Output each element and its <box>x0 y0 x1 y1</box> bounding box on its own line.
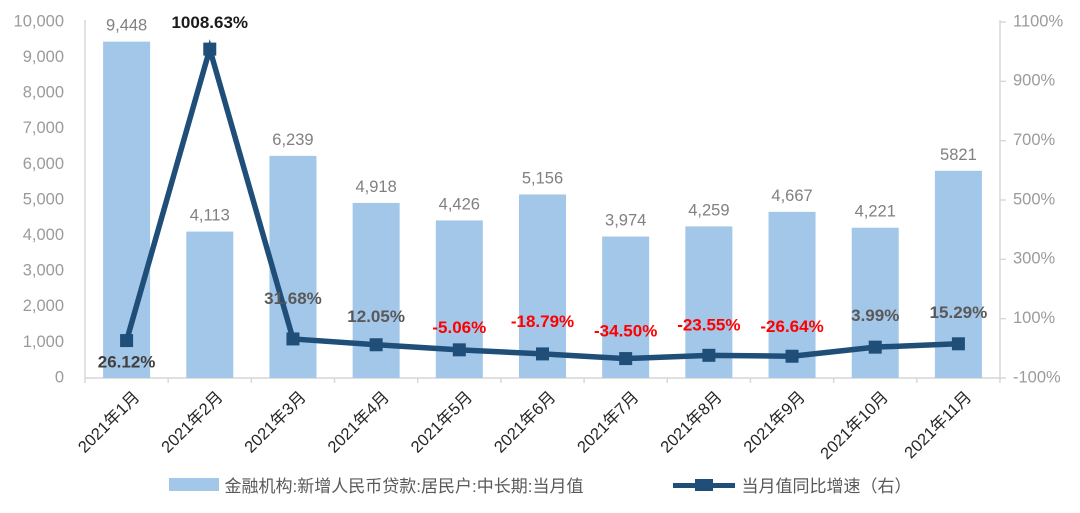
left-axis-tick-label: 0 <box>55 368 64 386</box>
bar <box>352 202 400 378</box>
right-axis-tick-label: 500% <box>1013 190 1056 208</box>
right-axis-tick-label: 900% <box>1013 72 1056 90</box>
legend-label-line: 当月值同比增速（右） <box>741 477 912 496</box>
bar-series-swatch <box>168 478 219 491</box>
legend-item-bar: 金融机构:新增人民币贷款:居民户:中长期:当月值 <box>168 472 584 497</box>
line-marker <box>536 347 549 361</box>
line-marker <box>951 337 965 351</box>
line-swatch-marker <box>695 478 714 491</box>
line-marker <box>120 334 134 348</box>
line-marker <box>369 338 383 352</box>
bar-value-label: 4,426 <box>439 195 480 213</box>
pct-label: 26.12% <box>98 353 156 372</box>
bar-value-label: 4,918 <box>355 178 396 196</box>
combo-chart-svg: 0 1,000 2,000 3,000 4,000 5,000 6,000 7,000 8,00… <box>14 12 1064 463</box>
left-axis-tick-label: 6,000 <box>23 155 64 173</box>
line-marker <box>702 348 716 362</box>
pct-label: 31.68% <box>264 289 322 308</box>
pct-label: -34.50% <box>594 322 657 341</box>
x-axis-label: 2021年4月 <box>324 387 393 456</box>
pct-label: -5.06% <box>432 318 486 337</box>
legend: 金融机构:新增人民币贷款:居民户:中长期:当月值 当月值同比增速（右） <box>0 472 1080 497</box>
line-marker <box>286 332 300 346</box>
left-axis-tick-label: 5,000 <box>23 190 64 208</box>
x-axis-label: 2021年11月 <box>900 387 975 462</box>
x-axis-label: 2021年7月 <box>573 387 642 456</box>
bar-value-label: 5,156 <box>522 169 563 187</box>
x-axis-label: 2021年6月 <box>490 387 559 456</box>
line-marker <box>203 42 217 56</box>
right-axis-tick-label: 1100% <box>1013 12 1063 30</box>
right-axis-tick-label: 300% <box>1013 250 1056 268</box>
bar-value-label: 5821 <box>940 146 977 164</box>
legend-label-bar: 金融机构:新增人民币贷款:居民户:中长期:当月值 <box>224 477 584 496</box>
pct-label: -23.55% <box>677 315 740 334</box>
x-axis-label: 2021年10月 <box>816 387 892 463</box>
left-axis-tick-label: 9,000 <box>23 48 64 66</box>
bar-value-label: 4,667 <box>771 187 812 205</box>
left-axis-tick-label: 3,000 <box>23 262 64 280</box>
left-axis-tick-label: 1,000 <box>23 333 64 351</box>
pct-label: -18.79% <box>511 312 574 331</box>
line-marker <box>868 340 882 354</box>
line-marker <box>452 343 466 357</box>
left-axis-tick-label: 10,000 <box>14 12 64 30</box>
bar-value-label: 4,221 <box>855 203 896 221</box>
line-marker <box>785 349 799 363</box>
x-axis-label: 2021年3月 <box>241 387 310 456</box>
left-axis-tick-label: 4,000 <box>23 226 64 244</box>
x-axis-label: 2021年2月 <box>157 387 226 456</box>
bar-value-label: 4,113 <box>190 207 230 225</box>
pct-label: 12.05% <box>347 307 405 326</box>
bar-value-label: 6,239 <box>272 131 313 149</box>
bar-value-label: 3,974 <box>605 212 646 230</box>
bar <box>186 231 234 378</box>
bar <box>103 41 151 379</box>
bar-value-label: 4,259 <box>688 201 729 219</box>
legend-item-line: 当月值同比增速（右） <box>673 472 911 497</box>
left-axis-tick-label: 7,000 <box>23 119 64 137</box>
pct-label: 15.29% <box>930 303 988 322</box>
x-axis-label: 2021年9月 <box>740 387 809 456</box>
right-axis-tick-label: 700% <box>1013 131 1056 149</box>
x-axis-label: 2021年8月 <box>656 387 725 456</box>
left-axis-tick-label: 2,000 <box>23 297 64 315</box>
x-axis-label: 2021年1月 <box>74 387 143 456</box>
right-axis-tick-label: -100% <box>1013 368 1061 386</box>
x-axis-label: 2021年5月 <box>407 387 476 456</box>
line-marker <box>619 352 633 366</box>
pct-label: 3.99% <box>851 306 899 325</box>
right-axis-tick-label: 100% <box>1013 309 1056 327</box>
pct-label: 1008.63% <box>171 13 248 32</box>
left-axis-tick-label: 8,000 <box>23 84 64 102</box>
bar-value-label: 9,448 <box>106 17 147 35</box>
pct-label: -26.64% <box>760 317 823 336</box>
line-series-swatch <box>673 478 736 492</box>
bar <box>851 227 899 378</box>
